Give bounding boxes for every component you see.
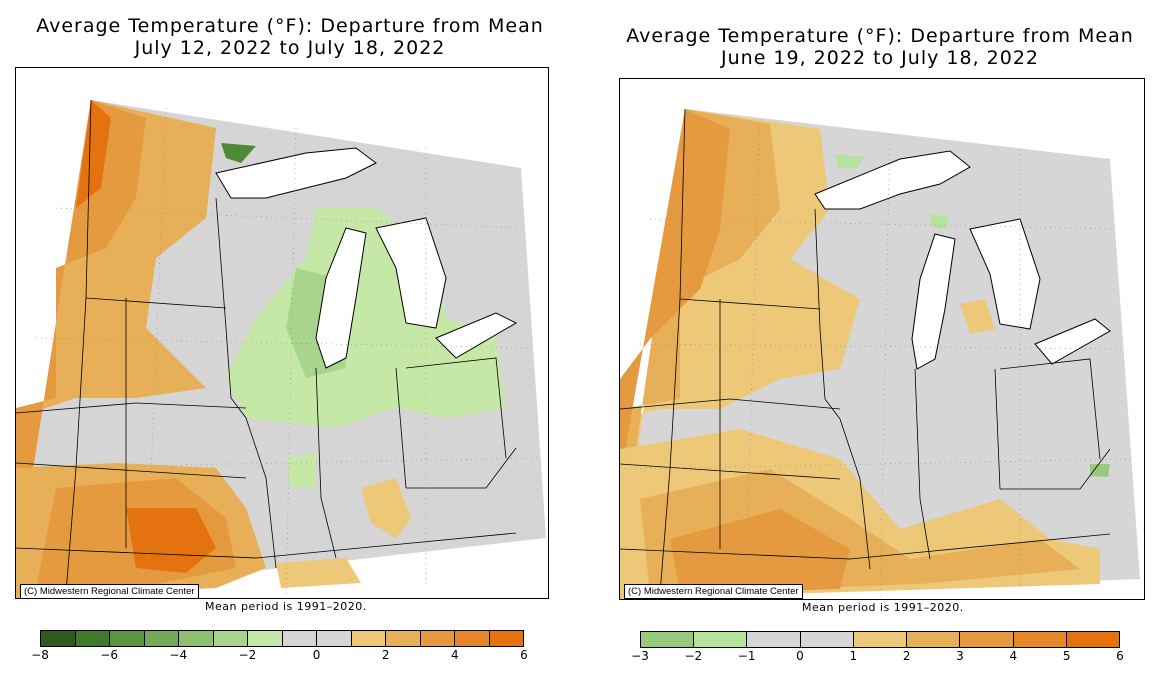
lat-lon-grid	[20, 107, 542, 598]
left-colorbar	[40, 630, 524, 647]
colorbar-swatch	[489, 631, 523, 646]
right-map-credit: (C) Midwestern Regional Climate Center	[624, 584, 803, 599]
left-mean-period-note: Mean period is 1991–2020.	[205, 600, 367, 613]
colorbar-tick-label: 2	[902, 649, 911, 663]
cool-spot-lake-superior	[221, 143, 256, 163]
cool-spot-superior	[835, 154, 865, 169]
right-map-frame: (C) Midwestern Regional Climate Center	[619, 78, 1145, 600]
lake-superior	[814, 150, 971, 210]
colorbar-swatch	[747, 632, 801, 647]
colorbar-swatch	[1013, 632, 1067, 647]
colorbar-tick-label: −2	[684, 649, 703, 663]
colorbar-tick-label: −1	[737, 649, 756, 663]
state-boundaries	[620, 108, 1111, 595]
colorbar-tick-label: −2	[238, 648, 257, 662]
left-map-credit: (C) Midwestern Regional Climate Center	[20, 584, 199, 598]
colorbar-swatch	[75, 631, 110, 646]
warm-region-west-strong	[620, 109, 730, 479]
left-map-frame: (C) Midwestern Regional Climate Center	[15, 67, 549, 599]
colorbar-swatch	[694, 632, 748, 647]
warm-spot-michigan	[960, 299, 995, 334]
left-map-title-line2: July 12, 2022 to July 18, 2022	[134, 37, 446, 59]
colorbar-swatch	[800, 632, 854, 647]
left-map-title-line1: Average Temperature (°F): Departure from…	[36, 15, 544, 37]
state-boundaries	[16, 99, 517, 594]
colorbar-tick-label: 3	[956, 649, 964, 663]
right-map-title-line2: June 19, 2022 to July 18, 2022	[721, 47, 1039, 69]
lat-lon-grid	[624, 118, 1136, 599]
colorbar-tick-label: −4	[169, 648, 188, 662]
colorbar-tick-label: 6	[1116, 649, 1124, 663]
lake-erie	[1034, 318, 1111, 365]
colorbar-swatch	[351, 631, 386, 646]
warm-region-southwest-max	[126, 508, 216, 573]
left-temperature-map	[16, 99, 546, 598]
left-map-panel: Average Temperature (°F): Departure from…	[10, 0, 570, 677]
colorbar-swatch	[248, 631, 283, 646]
colorbar-tick-label: 0	[312, 648, 321, 662]
right-map-title-line1: Average Temperature (°F): Departure from…	[626, 25, 1134, 47]
colorbar-tick-label: 1	[849, 649, 858, 663]
colorbar-swatch	[144, 631, 179, 646]
colorbar-swatch	[641, 632, 695, 647]
right-colorbar	[640, 631, 1120, 648]
right-temperature-map	[620, 108, 1140, 599]
colorbar-swatch	[179, 631, 214, 646]
colorbar-swatch	[420, 631, 455, 646]
colorbar-tick-label: 5	[1062, 649, 1071, 663]
warm-spot-kentucky	[361, 478, 411, 538]
colorbar-tick-label: −8	[31, 648, 49, 662]
lake-superior	[215, 147, 377, 199]
colorbar-tick-label: −6	[100, 648, 118, 662]
colorbar-swatch	[110, 631, 145, 646]
colorbar-swatch	[282, 631, 317, 646]
warm-region-west-strong	[16, 100, 146, 578]
warm-region-south-strong	[670, 509, 850, 594]
colorbar-tick-label: 4	[1009, 649, 1018, 663]
colorbar-swatch	[455, 631, 490, 646]
warm-spot-south	[276, 558, 361, 588]
colorbar-tick-label: 4	[451, 648, 459, 662]
colorbar-tick-label: 0	[796, 649, 804, 663]
cool-spot-east	[1090, 464, 1110, 477]
right-map-panel: Average Temperature (°F): Departure from…	[600, 0, 1160, 677]
lake-michigan	[315, 227, 367, 369]
colorbar-tick-label: 6	[520, 648, 528, 662]
colorbar-swatch	[386, 631, 421, 646]
colorbar-tick-label: 2	[381, 648, 390, 662]
cool-spot-indiana	[286, 453, 316, 488]
warm-region-west	[16, 100, 216, 578]
colorbar-swatch	[853, 632, 908, 647]
right-mean-period-note: Mean period is 1991–2020.	[802, 601, 964, 614]
colorbar-tick-label: −3	[631, 649, 649, 663]
colorbar-swatch	[41, 631, 76, 646]
colorbar-swatch	[907, 632, 961, 647]
colorbar-swatch	[213, 631, 248, 646]
warm-region-northwest-max	[76, 100, 111, 208]
colorbar-swatch	[960, 632, 1014, 647]
lake-michigan	[911, 233, 956, 370]
colorbar-swatch	[317, 631, 352, 646]
colorbar-swatch	[1066, 632, 1119, 647]
warm-region-west-mid	[620, 109, 780, 559]
